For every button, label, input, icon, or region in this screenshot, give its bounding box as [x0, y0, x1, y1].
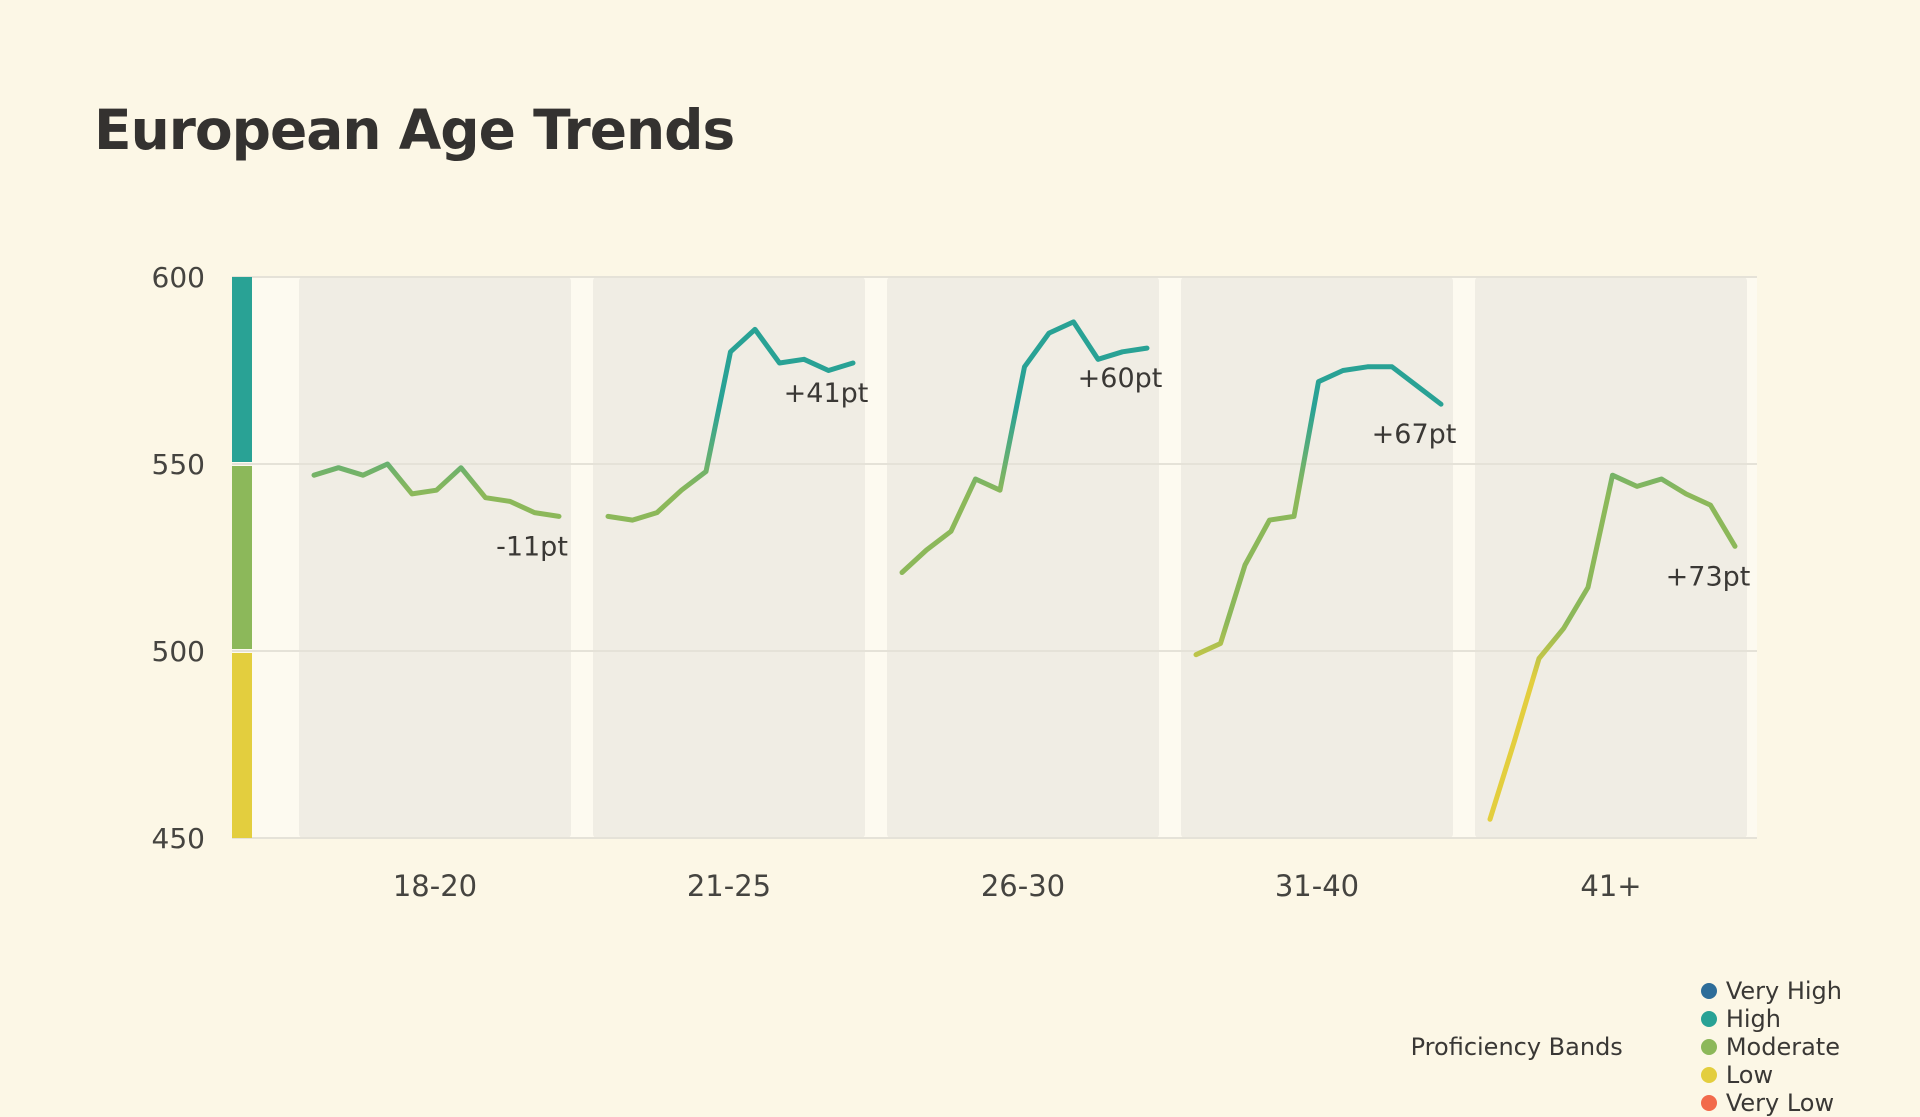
x-axis-category-label: 31-40: [1275, 869, 1359, 903]
band-bar-low: [232, 653, 252, 838]
y-axis-tick-label: 500: [152, 635, 205, 668]
band-bar-high: [232, 277, 252, 462]
legend-item-very-high[interactable]: Very High: [1700, 977, 1842, 1005]
panel-41+: [1475, 277, 1747, 838]
legend-item-label: Very Low: [1725, 1089, 1835, 1117]
change-annotation-21-25: +41pt: [784, 378, 869, 409]
legend-item-low[interactable]: Low: [1700, 1061, 1842, 1089]
legend-item-very-low[interactable]: Very Low: [1700, 1089, 1842, 1117]
trend-line-31-40: [1193, 364, 1444, 658]
x-axis-category-label: 18-20: [393, 869, 477, 903]
trend-line-41+: [1487, 472, 1738, 822]
x-axis-category-label: 41+: [1580, 869, 1641, 903]
change-annotation-18-20: -11pt: [496, 531, 568, 562]
legend-item-high[interactable]: High: [1700, 1005, 1842, 1033]
legend-dot-icon: [1700, 1067, 1717, 1083]
legend-item-label: High: [1725, 1005, 1781, 1033]
legend-dot-icon: [1700, 983, 1717, 999]
legend-items: Very High High Moderate Low Very Low: [1673, 977, 1842, 1117]
y-axis-tick-label: 450: [152, 822, 205, 855]
legend-item-label: Low: [1725, 1061, 1774, 1089]
legend-dot-icon: [1700, 1095, 1717, 1111]
trend-line-26-30: [899, 319, 1150, 575]
band-bar-moderate: [232, 466, 252, 649]
proficiency-legend: Proficiency Bands Very High High Moderate L…: [1410, 977, 1842, 1117]
x-axis-category-label: 21-25: [687, 869, 771, 903]
panel-18-20: [299, 277, 571, 838]
legend-item-label: Moderate: [1725, 1033, 1840, 1061]
legend-item-label: Very High: [1725, 977, 1842, 1005]
legend-dot-icon: [1700, 1039, 1717, 1055]
legend-title: Proficiency Bands: [1410, 1033, 1623, 1061]
panel-31-40: [1181, 277, 1453, 838]
panel-26-30: [887, 277, 1159, 838]
legend-item-moderate[interactable]: Moderate: [1700, 1033, 1842, 1061]
change-annotation-41+: +73pt: [1666, 561, 1751, 592]
trend-line-21-25: [605, 326, 856, 523]
change-annotation-31-40: +67pt: [1372, 419, 1457, 450]
trend-line-18-20: [311, 461, 562, 519]
legend-dot-icon: [1700, 1011, 1717, 1027]
page-title: European Age Trends: [94, 98, 735, 162]
y-axis-tick-label: 550: [152, 448, 205, 481]
age-trends-chart: 600 550 500 450 18-20 -11pt 21-25 +41pt 26-30 +60…: [152, 261, 1757, 903]
panel-21-25: [593, 277, 865, 838]
x-axis-category-label: 26-30: [981, 869, 1065, 903]
y-axis-tick-label: 600: [152, 261, 205, 294]
change-annotation-26-30: +60pt: [1078, 363, 1163, 394]
